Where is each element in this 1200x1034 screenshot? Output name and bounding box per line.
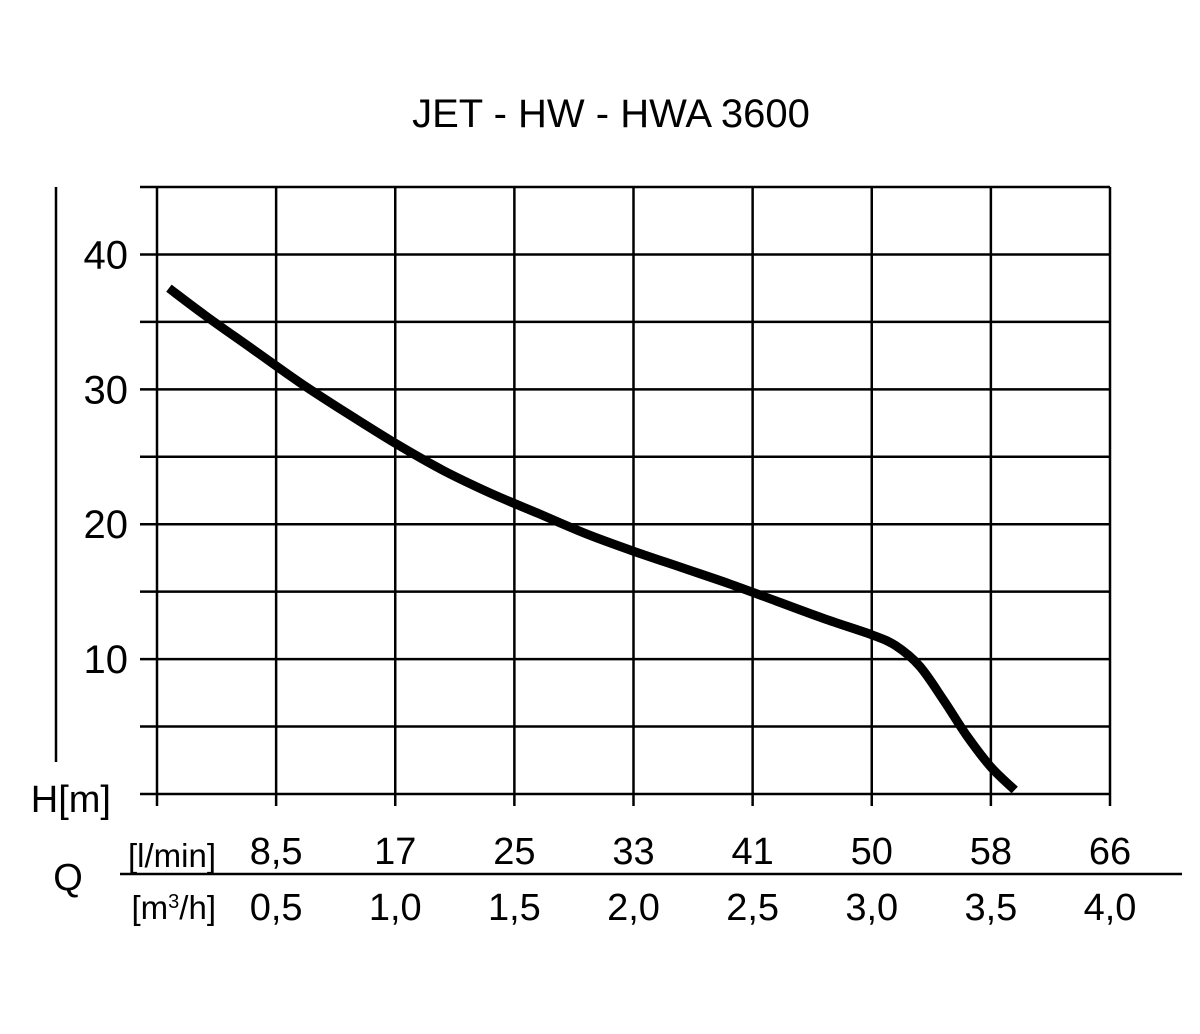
x-tick-label-m3h-8: 4,0 (1084, 887, 1137, 929)
x-tick-label-lmin-8: 66 (1089, 831, 1131, 873)
x-tick-label-lmin-2: 17 (374, 831, 416, 873)
y-axis-label: H[m] (31, 779, 111, 821)
x-unit-lmin: [l/min] (128, 837, 216, 874)
x-unit-m3h-sup: 3 (168, 891, 179, 913)
x-tick-label-m3h-5: 2,5 (726, 887, 779, 929)
grid (140, 185, 1112, 806)
x-tick-label-lmin-3: 25 (493, 831, 535, 873)
x-unit-m3h: [m3/h] (132, 889, 217, 926)
series-line-0 (166, 284, 1018, 794)
x-tick-label-lmin-6: 50 (851, 831, 893, 873)
x-tick-label-m3h-7: 3,5 (964, 887, 1017, 929)
x-tick-label-lmin-7: 58 (970, 831, 1012, 873)
chart-title: JET - HW - HWA 3600 (412, 92, 810, 136)
tick-labels: 10 20 30 40 8,5 0,5 17 1,0 25 1,5 33 2,0 41 2,5 50 3,0 5… (84, 233, 1137, 929)
x-tick-label-lmin-1: 8,5 (250, 831, 303, 873)
y-tick-label-40: 40 (84, 233, 129, 277)
x-tick-label-lmin-4: 33 (612, 831, 654, 873)
x-tick-label-lmin-5: 41 (731, 831, 773, 873)
y-tick-label-20: 20 (84, 503, 129, 547)
x-tick-label-m3h-2: 1,0 (369, 887, 422, 929)
x-tick-label-m3h-1: 0,5 (250, 887, 303, 929)
series (166, 284, 1018, 794)
y-tick-label-30: 30 (84, 368, 129, 412)
x-axis-label: Q (53, 857, 83, 899)
x-unit-m3h-base: [m (132, 889, 169, 926)
x-tick-label-m3h-4: 2,0 (607, 887, 660, 929)
x-unit-m3h-rest: /h] (179, 889, 216, 926)
y-tick-label-10: 10 (84, 638, 129, 682)
x-tick-label-m3h-6: 3,0 (845, 887, 898, 929)
x-tick-label-m3h-3: 1,5 (488, 887, 541, 929)
